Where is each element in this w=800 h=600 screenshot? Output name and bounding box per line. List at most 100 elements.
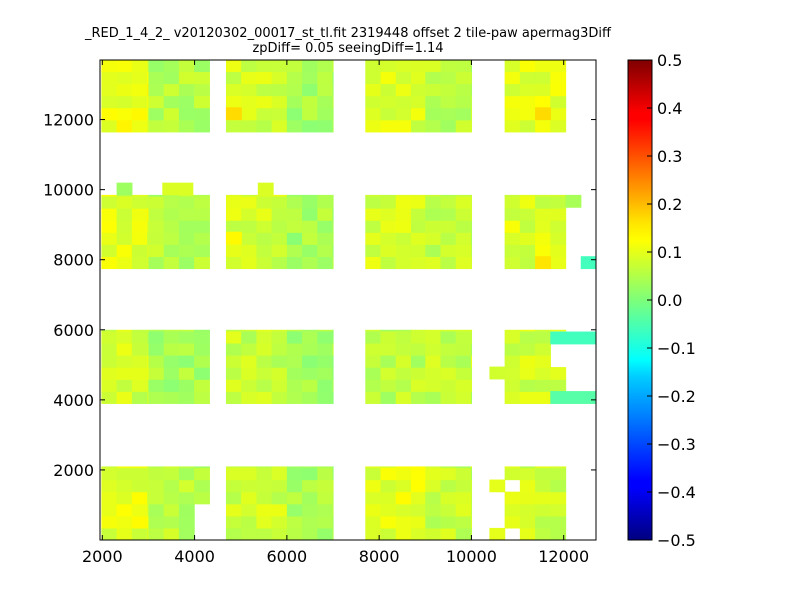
heatmap-cell <box>271 330 288 344</box>
heatmap-cell <box>317 367 334 380</box>
heatmap-cell <box>302 208 318 221</box>
heatmap-cell <box>163 194 180 197</box>
heatmap-cell <box>131 515 148 529</box>
heatmap-cell <box>519 83 536 97</box>
x-tick-label: 10000 <box>446 547 497 566</box>
heatmap-cell <box>163 515 180 529</box>
chart-title-line2: zpDiff= 0.05 seeingDiff=1.14 <box>252 41 443 56</box>
heatmap-cell <box>535 527 551 540</box>
heatmap-cell <box>163 60 180 72</box>
heatmap-cell <box>519 329 536 332</box>
heatmap-cell <box>332 355 334 368</box>
heatmap-cell <box>410 83 426 97</box>
heatmap-cell <box>519 119 536 133</box>
heatmap-cell <box>380 479 397 493</box>
heatmap-cell <box>302 467 318 481</box>
heatmap-cell <box>550 379 567 392</box>
heatmap-cell <box>317 503 334 517</box>
heatmap-cell <box>395 329 412 332</box>
heatmap-cell <box>550 331 596 345</box>
heatmap-cell <box>455 329 472 332</box>
heatmap-cell <box>470 527 473 540</box>
heatmap-cell <box>302 367 318 380</box>
heatmap-cell <box>535 107 551 121</box>
heatmap-cell <box>535 379 551 392</box>
heatmap-cell <box>101 355 118 368</box>
heatmap-cell <box>425 330 442 344</box>
heatmap-cell <box>504 466 521 469</box>
heatmap-cell <box>271 503 288 517</box>
heatmap-cell <box>116 515 133 529</box>
heatmap-cell <box>225 256 242 270</box>
colorbar-tick-label: −0.1 <box>657 339 696 358</box>
heatmap-cell <box>550 244 567 257</box>
heatmap-cell <box>225 515 242 529</box>
heatmap-cell <box>131 367 148 380</box>
heatmap-cell <box>148 355 165 368</box>
heatmap-cell <box>147 208 150 221</box>
heatmap-cell <box>286 515 303 529</box>
heatmap-cell <box>332 194 334 197</box>
heatmap-cell <box>470 515 473 529</box>
heatmap-cell <box>504 60 521 72</box>
heatmap-cell <box>332 83 334 97</box>
heatmap-cell <box>504 71 521 85</box>
heatmap-cell <box>332 379 334 392</box>
heatmap-cell <box>380 329 397 332</box>
heatmap-cell <box>550 256 567 270</box>
colorbar-tick-label: 0.2 <box>657 195 682 214</box>
heatmap-cell <box>425 503 442 517</box>
heatmap-cell <box>271 95 288 109</box>
heatmap-cell <box>332 330 334 344</box>
heatmap-cell <box>101 330 118 344</box>
heatmap-cell <box>380 195 397 209</box>
heatmap-cell <box>425 342 442 356</box>
heatmap-cell <box>410 220 426 233</box>
heatmap-cell <box>271 208 288 221</box>
heatmap-cell <box>101 232 118 245</box>
heatmap-cell <box>332 467 334 481</box>
heatmap-cell <box>317 95 334 109</box>
heatmap-cell <box>535 467 551 481</box>
heatmap-cell <box>470 195 473 209</box>
heatmap-cell <box>504 119 521 133</box>
heatmap-cell <box>455 119 472 133</box>
heatmap-cell <box>116 491 133 505</box>
heatmap-cell <box>332 256 334 270</box>
heatmap-cell <box>535 194 551 197</box>
heatmap-cell <box>286 466 303 469</box>
heatmap-cell <box>302 515 318 529</box>
heatmap-cell <box>365 503 382 517</box>
colorbar-tick-label: 0.0 <box>657 291 682 310</box>
heatmap-cell <box>380 194 397 197</box>
heatmap-cell <box>256 329 273 332</box>
heatmap-cell <box>101 479 118 493</box>
y-tick-label: 6000 <box>53 321 94 340</box>
heatmap-cell <box>380 256 397 270</box>
heatmap-cell <box>194 330 210 344</box>
heatmap-cell <box>425 83 442 97</box>
heatmap-cell <box>148 503 165 517</box>
heatmap-cell <box>317 220 334 233</box>
heatmap-cell <box>147 220 150 233</box>
heatmap-cell <box>286 330 303 344</box>
heatmap-cell <box>147 95 150 109</box>
colorbar-tick-label: −0.4 <box>657 483 696 502</box>
heatmap-cell <box>470 220 473 233</box>
heatmap-cell <box>425 329 442 332</box>
heatmap-cell <box>302 194 318 197</box>
heatmap-cell <box>163 71 180 85</box>
heatmap-cell <box>241 467 258 481</box>
colorbar-ticks: 0.5 0.4 0.3 0.2 0.1 0.0 −0.1 −0.2 −0.3 −0.4 −0.5 <box>647 51 696 550</box>
heatmap-cell <box>470 71 473 85</box>
heatmap-cell <box>302 342 318 356</box>
heatmap-cell <box>163 119 180 133</box>
heatmap-cell <box>365 194 382 197</box>
heatmap-cell <box>535 256 551 270</box>
heatmap-cell <box>225 479 242 493</box>
heatmap-cell <box>440 256 457 270</box>
heatmap-cell <box>317 479 334 493</box>
heatmap-cell <box>535 491 551 505</box>
heatmap-cell <box>116 342 133 356</box>
heatmap-cell <box>225 208 242 221</box>
